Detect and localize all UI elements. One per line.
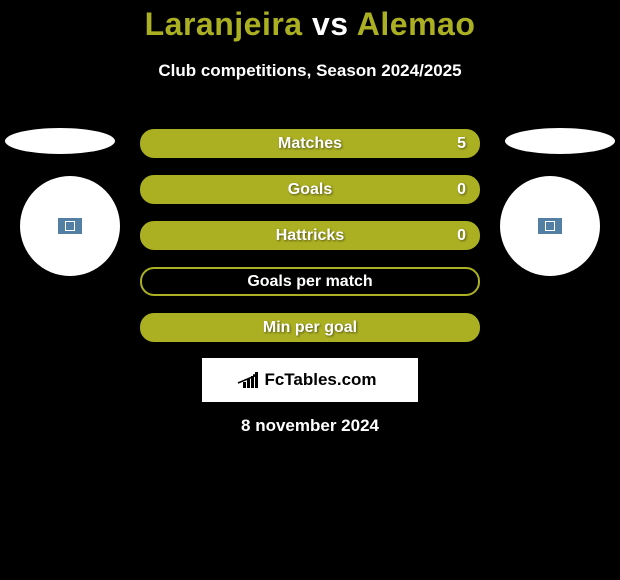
logo-arrow-icon (237, 374, 263, 384)
date-text: 8 november 2024 (0, 416, 620, 436)
stat-right-value: 0 (457, 181, 466, 199)
stat-label: Hattricks (276, 227, 344, 245)
stat-row: Hattricks 0 (140, 221, 480, 250)
stat-row: Goals 0 (140, 175, 480, 204)
stat-row: Matches 5 (140, 129, 480, 158)
page-title: Laranjeira vs Alemao (0, 6, 620, 43)
avatar-left (20, 176, 120, 276)
stat-label: Min per goal (263, 319, 357, 337)
title-vs: vs (312, 6, 349, 42)
title-player-1: Laranjeira (145, 6, 303, 42)
oval-left (5, 128, 115, 154)
avatar-left-badge (58, 218, 82, 234)
logo: FcTables.com (243, 370, 376, 390)
stat-right-value: 0 (457, 227, 466, 245)
stat-label: Goals per match (247, 273, 372, 291)
title-player-2: Alemao (357, 6, 476, 42)
oval-right (505, 128, 615, 154)
avatar-right (500, 176, 600, 276)
stat-row: Goals per match (140, 267, 480, 296)
subtitle: Club competitions, Season 2024/2025 (0, 61, 620, 81)
stat-right-value: 5 (457, 135, 466, 153)
stats-list: Matches 5 Goals 0 Hattricks 0 Goals per … (140, 129, 480, 359)
stat-label: Matches (278, 135, 342, 153)
logo-text: FcTables.com (264, 370, 376, 390)
avatar-right-badge (538, 218, 562, 234)
logo-box: FcTables.com (202, 358, 418, 402)
stat-row: Min per goal (140, 313, 480, 342)
logo-bars-icon (243, 372, 258, 388)
stat-label: Goals (288, 181, 332, 199)
